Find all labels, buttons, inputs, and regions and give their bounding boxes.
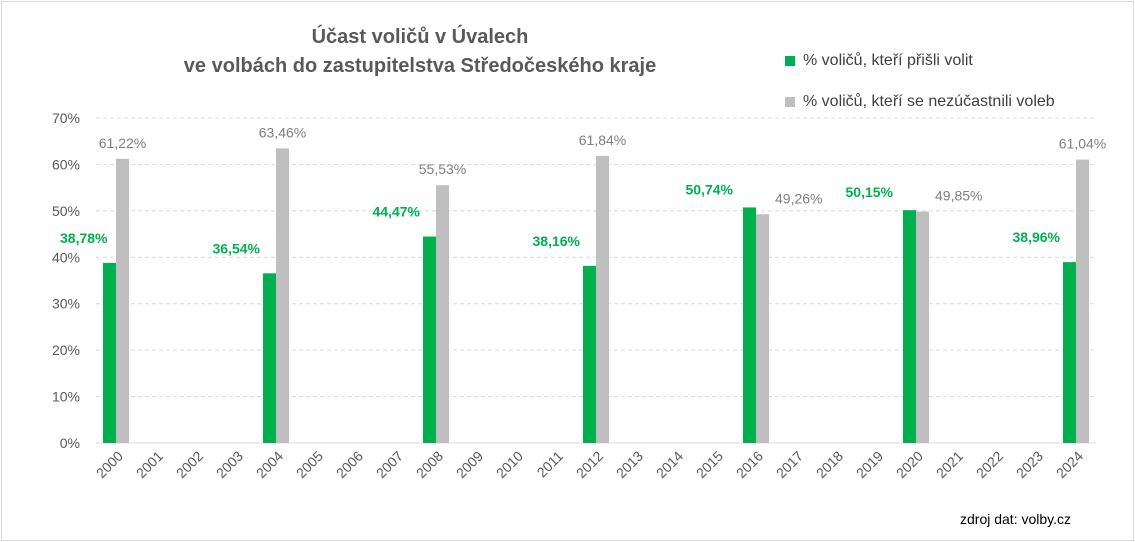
y-tick-label: 20%	[52, 342, 80, 358]
bar-not-voted	[596, 155, 609, 443]
x-tick-label: 2000	[93, 448, 126, 481]
data-label-not-voted: 61,04%	[1059, 136, 1106, 152]
data-label-not-voted: 49,85%	[935, 188, 982, 204]
data-label-voted: 38,78%	[60, 230, 108, 246]
bar-not-voted	[916, 211, 929, 443]
y-tick-label: 10%	[52, 389, 80, 405]
bar-not-voted	[276, 148, 289, 443]
x-tick-label: 2024	[1053, 448, 1086, 481]
data-label-not-voted: 55,53%	[419, 161, 466, 177]
x-tick-label: 2001	[133, 448, 166, 481]
bar-voted	[583, 265, 596, 443]
data-label-not-voted: 49,26%	[775, 190, 822, 206]
x-tick-label: 2004	[253, 448, 286, 481]
x-tick-label: 2019	[853, 448, 886, 481]
legend-label-voted: % voličů, kteří přišli volit	[803, 52, 973, 69]
data-label-voted: 36,54%	[213, 240, 261, 256]
bar-not-voted	[756, 214, 769, 443]
legend-swatch-voted	[785, 56, 795, 66]
chart-title: Účast voličů v Úvalech	[311, 26, 529, 48]
bar-voted	[263, 273, 276, 443]
bar-not-voted	[1076, 159, 1089, 443]
x-tick-label: 2010	[493, 448, 526, 481]
x-tick-label: 2006	[333, 448, 366, 481]
x-tick-label: 2023	[1013, 448, 1046, 481]
data-label-not-voted: 63,46%	[259, 124, 306, 140]
legend-swatch-not-voted	[785, 97, 795, 107]
x-tick-label: 2009	[453, 448, 486, 481]
x-tick-label: 2020	[893, 448, 926, 481]
x-tick-label: 2013	[613, 448, 646, 481]
y-tick-label: 30%	[52, 296, 80, 312]
x-tick-label: 2003	[213, 448, 246, 481]
x-tick-label: 2012	[573, 448, 606, 481]
x-tick-label: 2017	[773, 448, 806, 481]
bar-voted	[903, 210, 916, 443]
bar-voted	[743, 207, 756, 443]
x-tick-label: 2015	[693, 448, 726, 481]
x-tick-label: 2018	[813, 448, 846, 481]
bar-not-voted	[116, 158, 129, 443]
data-label-not-voted: 61,84%	[579, 132, 626, 148]
legend-item-voted: % voličů, kteří přišli volit	[785, 51, 973, 71]
bar-voted	[1063, 262, 1076, 443]
data-label-not-voted: 61,22%	[99, 135, 146, 151]
x-tick-label: 2022	[973, 448, 1006, 481]
x-tick-label: 2014	[653, 448, 686, 481]
data-label-voted: 38,96%	[1013, 229, 1061, 245]
y-tick-label: 70%	[52, 110, 80, 126]
x-tick-label: 2016	[733, 448, 766, 481]
bar-not-voted	[436, 185, 449, 444]
bar-voted	[423, 236, 436, 443]
x-tick-label: 2011	[534, 448, 567, 481]
x-tick-label: 2008	[413, 448, 446, 481]
chart-subtitle: ve volbách do zastupitelstva Středočeské…	[183, 55, 657, 77]
bar-voted	[103, 262, 116, 443]
x-tick-label: 2021	[933, 448, 966, 481]
y-tick-label: 50%	[52, 203, 80, 219]
x-tick-label: 2007	[373, 448, 406, 481]
y-tick-label: 0%	[60, 435, 80, 451]
y-tick-label: 60%	[52, 156, 80, 172]
data-label-voted: 38,16%	[533, 233, 581, 249]
data-label-voted: 50,15%	[846, 184, 894, 200]
x-tick-label: 2002	[173, 448, 206, 481]
y-tick-label: 40%	[52, 249, 80, 265]
x-tick-label: 2005	[293, 448, 326, 481]
legend-item-not-voted: % voličů, kteří se nezúčastnili voleb	[785, 92, 1055, 112]
data-label-voted: 44,47%	[373, 204, 421, 220]
data-label-voted: 50,74%	[686, 181, 734, 197]
source-note: zdroj dat: volby.cz	[960, 511, 1072, 527]
legend-label-not-voted: % voličů, kteří se nezúčastnili voleb	[803, 93, 1055, 110]
